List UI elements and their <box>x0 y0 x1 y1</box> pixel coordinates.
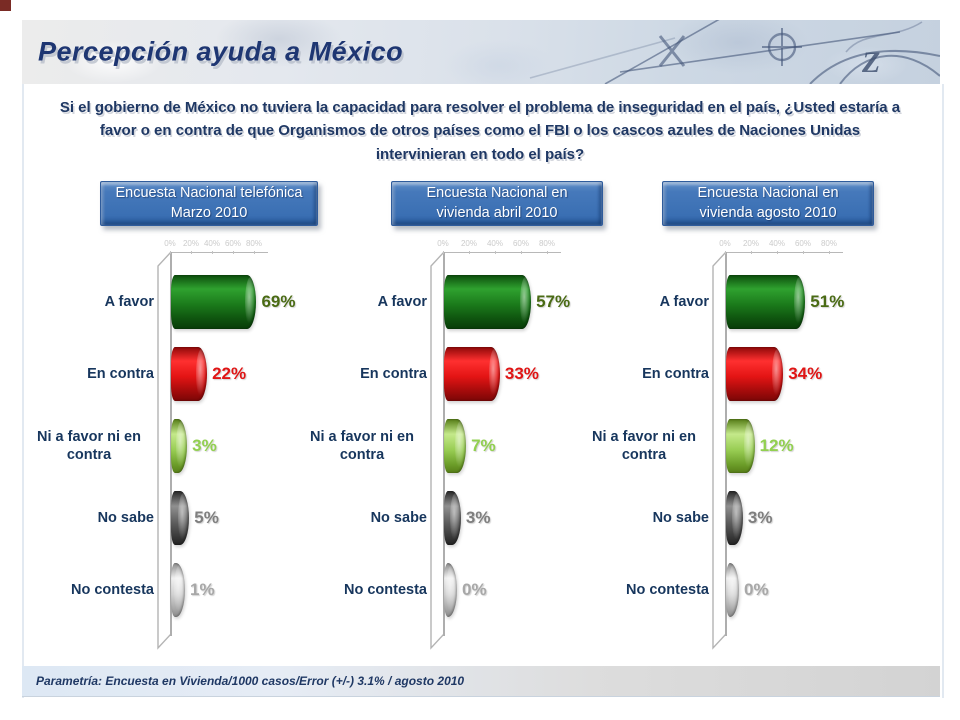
value-label: 69% <box>261 292 296 311</box>
value-label: 5% <box>194 508 219 527</box>
value-label: 57% <box>536 292 571 311</box>
category-label-en-contra: En contra <box>642 365 709 382</box>
bar-no-sabe <box>444 491 461 545</box>
axis-tick-label: 80% <box>243 239 265 254</box>
value-axis-line <box>725 252 843 253</box>
chart-header-agosto-2010: Encuesta Nacional en vivienda agosto 201… <box>662 181 874 226</box>
category-label-a-favor: A favor <box>377 293 427 310</box>
bar-a-favor <box>444 275 532 329</box>
bar-ni-a-favor <box>171 419 188 473</box>
plot-area: 0% 20% 40% 60% 80% 57% 33% 7% 3% 0% <box>430 238 593 658</box>
plot-area: 0% 20% 40% 60% 80% 69% 22% 3% 5% 1% <box>157 238 320 658</box>
category-label-no-contesta: No contesta <box>71 581 154 598</box>
bar-no-contesta <box>726 563 739 617</box>
value-label: 0% <box>744 580 769 599</box>
bar-a-favor <box>171 275 257 329</box>
category-labels: A favor En contra Ni a favor ni en contr… <box>293 266 435 626</box>
axis-tick-label: 40% <box>766 239 788 254</box>
chart-header-marzo-2010: Encuesta Nacional telefónica Marzo 2010 <box>100 181 318 226</box>
value-label: 7% <box>471 436 496 455</box>
value-label: 51% <box>810 292 845 311</box>
chart-header-abril-2010: Encuesta Nacional en vivienda abril 2010 <box>391 181 603 226</box>
bar-no-sabe <box>171 491 190 545</box>
axis-tick-label: 80% <box>818 239 840 254</box>
chart-marzo-2010: A favor En contra Ni a favor ni en contr… <box>20 238 320 658</box>
chart-abril-2010: A favor En contra Ni a favor ni en contr… <box>293 238 593 658</box>
axis-3d-frame <box>157 251 171 650</box>
axis-tick-label: 20% <box>180 239 202 254</box>
category-labels: A favor En contra Ni a favor ni en contr… <box>20 266 162 626</box>
axis-tick-label: 40% <box>484 239 506 254</box>
category-label-ni-a-favor: Ni a favor ni en contra <box>592 428 696 463</box>
value-label: 33% <box>504 364 539 383</box>
axis-tick-label: 20% <box>458 239 480 254</box>
banner-decoration-compass-art: Z <box>529 20 940 84</box>
page-title: Percepción ayuda a México <box>38 36 404 67</box>
value-label: 1% <box>190 580 215 599</box>
survey-question-text: Si el gobierno de México no tuviera la c… <box>59 99 901 163</box>
corner-accent <box>0 0 11 11</box>
category-label-no-sabe: No sabe <box>97 509 154 526</box>
bar-en-contra <box>171 347 208 401</box>
content-frame <box>22 84 944 698</box>
value-axis-line <box>443 252 561 253</box>
category-labels: A favor En contra Ni a favor ni en contr… <box>575 266 717 626</box>
value-label: 3% <box>192 436 217 455</box>
axis-tick-label: 40% <box>201 239 223 254</box>
value-label: 34% <box>788 364 823 383</box>
axis-tick-label: 60% <box>510 239 532 254</box>
axis-3d-frame <box>430 251 444 650</box>
category-label-no-contesta: No contesta <box>344 581 427 598</box>
value-label: 3% <box>747 508 773 527</box>
chart-agosto-2010: A favor En contra Ni a favor ni en contr… <box>575 238 875 658</box>
category-label-a-favor: A favor <box>104 293 154 310</box>
bar-no-contesta <box>444 563 457 617</box>
category-label-en-contra: En contra <box>360 365 427 382</box>
bar-no-contesta <box>171 563 186 617</box>
axis-tick-label: 20% <box>740 239 762 254</box>
category-label-a-favor: A favor <box>659 293 709 310</box>
category-label-ni-a-favor: Ni a favor ni en contra <box>310 428 414 463</box>
value-label: 0% <box>462 580 487 599</box>
bar-ni-a-favor <box>444 419 467 473</box>
svg-text:Z: Z <box>861 46 880 79</box>
value-label: 12% <box>759 436 794 455</box>
bar-en-contra <box>726 347 784 401</box>
category-label-no-sabe: No sabe <box>652 509 709 526</box>
category-label-no-contesta: No contesta <box>626 581 709 598</box>
axis-tick-label: 0% <box>159 239 181 254</box>
plot-area: 0% 20% 40% 60% 80% 51% 34% 12% 3% 0% <box>712 238 875 658</box>
axis-tick-label: 60% <box>792 239 814 254</box>
category-label-ni-a-favor: Ni a favor ni en contra <box>37 428 141 463</box>
bar-en-contra <box>444 347 500 401</box>
header-banner: Z Percepción ayuda a México <box>22 20 940 84</box>
axis-tick-label: 80% <box>536 239 558 254</box>
bar-no-sabe <box>726 491 743 545</box>
value-label: 22% <box>212 364 247 383</box>
bar-ni-a-favor <box>726 419 755 473</box>
axis-tick-label: 0% <box>714 239 736 254</box>
category-label-en-contra: En contra <box>87 365 154 382</box>
axis-tick-label: 0% <box>432 239 454 254</box>
category-label-no-sabe: No sabe <box>370 509 427 526</box>
value-label: 3% <box>465 508 491 527</box>
axis-tick-label: 60% <box>222 239 244 254</box>
bar-a-favor <box>726 275 806 329</box>
source-footer: Parametría: Encuesta en Vivienda/1000 ca… <box>22 666 940 697</box>
value-axis-line <box>170 252 268 253</box>
axis-3d-frame <box>712 251 726 650</box>
